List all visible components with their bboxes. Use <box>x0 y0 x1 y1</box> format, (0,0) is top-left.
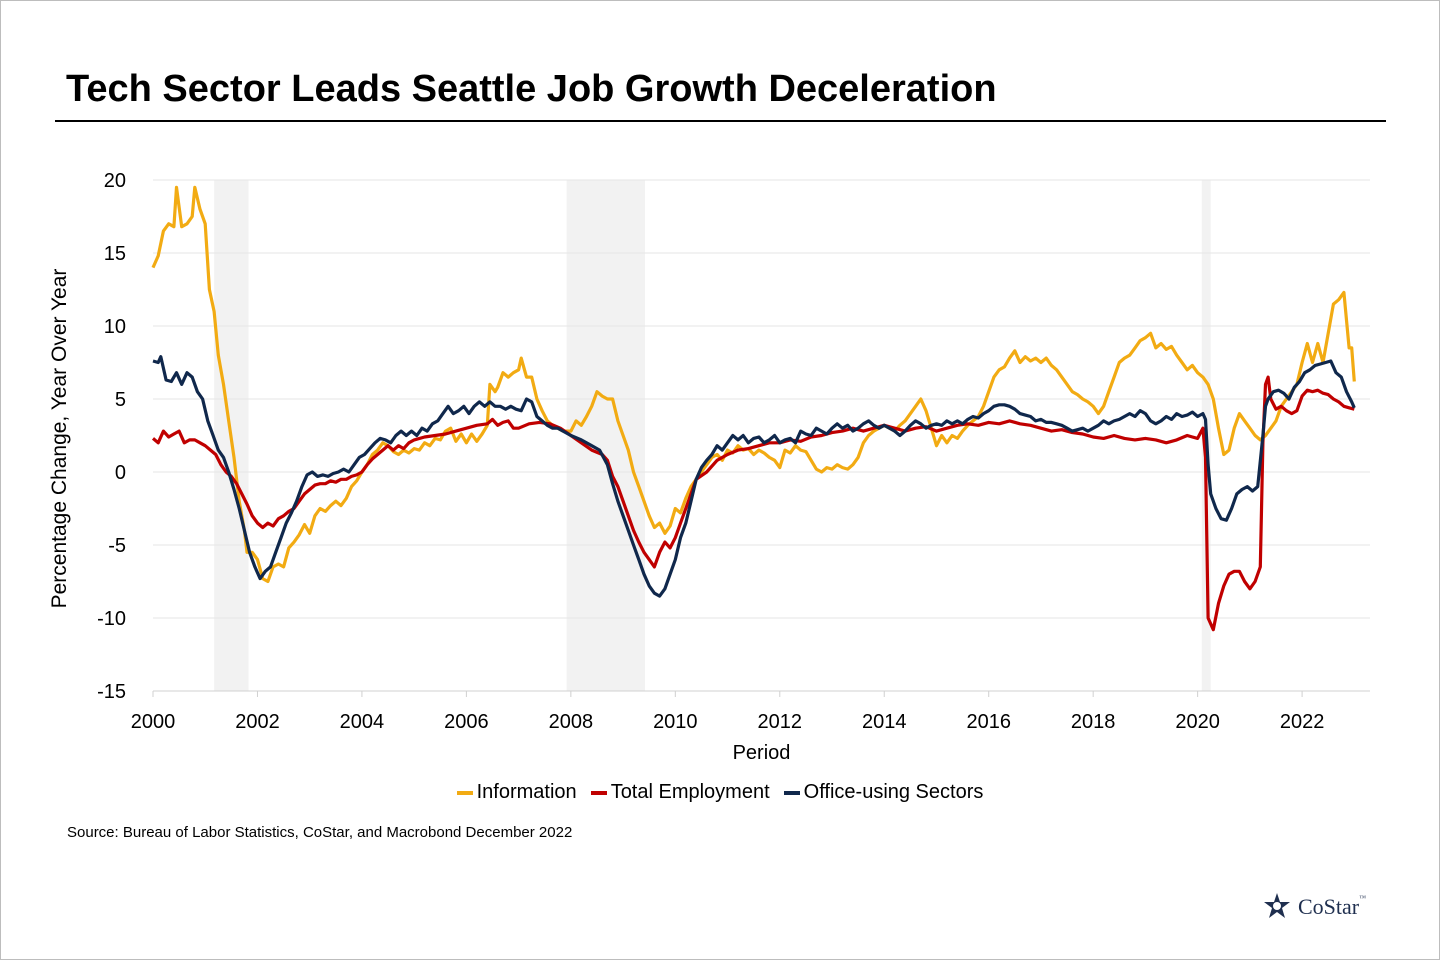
x-tick-label-1: 2002 <box>235 711 280 733</box>
legend-label-information: Information <box>476 781 577 803</box>
y-tick-label-6: 15 <box>104 243 126 265</box>
series-line-information <box>151 185 1356 584</box>
x-tick-label-9: 2018 <box>1071 711 1116 733</box>
legend-swatch-information <box>456 790 473 795</box>
x-tick-label-2: 2004 <box>340 711 385 733</box>
y-tick-label-0: -15 <box>97 681 126 703</box>
series-line-office-using-sectors <box>152 355 1356 598</box>
x-tick-label-6: 2012 <box>758 711 803 733</box>
x-tick-label-3: 2006 <box>444 711 489 733</box>
brand-name: CoStar™ <box>1298 894 1366 920</box>
gridlines <box>153 179 1370 619</box>
axis-labels: -15 -10 -5 0 5 10 15 20 2000 2002 2004 2006 2008 2010… <box>48 170 1324 764</box>
legend-label-office-using: Office-using Sectors <box>803 781 984 803</box>
y-tick-label-4: 5 <box>115 389 126 411</box>
legend-item-information[interactable]: Information <box>456 781 577 804</box>
brand-name-text: CoStar <box>1298 894 1360 919</box>
y-tick-label-2: -5 <box>108 535 126 557</box>
series-lines <box>151 185 1356 632</box>
title-underline <box>55 120 1386 122</box>
x-tick-label-8: 2016 <box>966 711 1011 733</box>
legend-label-total-employment: Total Employment <box>610 781 770 803</box>
legend: Information Total Employment Office-usin… <box>0 781 1440 804</box>
y-tick-label-5: 10 <box>104 316 126 338</box>
x-tick-label-5: 2010 <box>653 711 698 733</box>
x-tick-label-10: 2020 <box>1175 711 1220 733</box>
brand-trademark: ™ <box>1359 894 1366 902</box>
x-tick-label-11: 2022 <box>1280 711 1325 733</box>
costar-star-logo-icon <box>1264 893 1290 918</box>
y-tick-label-3: 0 <box>115 462 126 484</box>
legend-item-office-using[interactable]: Office-using Sectors <box>783 781 984 804</box>
recession-bands <box>214 180 1211 691</box>
x-axis-title: Period <box>733 742 791 764</box>
legend-item-total-employment[interactable]: Total Employment <box>590 781 770 804</box>
costar-brand: CoStar™ <box>1262 892 1366 922</box>
series-line-total-employment <box>151 375 1355 632</box>
x-tick-label-0: 2000 <box>131 711 176 733</box>
axes <box>152 690 1370 697</box>
legend-swatch-total-employment <box>590 790 607 795</box>
recession-band-1 <box>566 180 646 691</box>
y-axis-title: Percentage Change, Year Over Year <box>48 269 71 609</box>
x-tick-label-4: 2008 <box>549 711 594 733</box>
y-tick-label-1: -10 <box>97 608 126 630</box>
chart-title: Tech Sector Leads Seattle Job Growth Dec… <box>66 68 997 110</box>
source-note: Source: Bureau of Labor Statistics, CoSt… <box>67 824 573 841</box>
legend-swatch-office-using <box>783 790 800 795</box>
x-tick-label-7: 2014 <box>862 711 907 733</box>
y-tick-label-7: 20 <box>104 170 126 192</box>
